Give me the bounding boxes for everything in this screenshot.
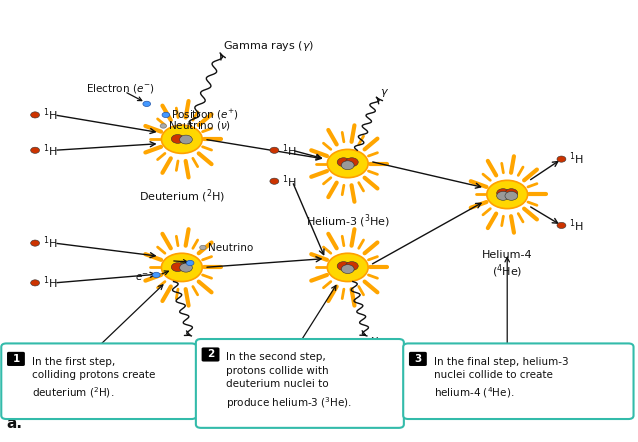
Circle shape bbox=[270, 178, 279, 184]
Text: $\gamma$: $\gamma$ bbox=[380, 87, 389, 99]
Circle shape bbox=[487, 180, 528, 209]
Circle shape bbox=[338, 158, 350, 167]
Circle shape bbox=[171, 134, 184, 143]
Text: Gamma rays ($\gamma$): Gamma rays ($\gamma$) bbox=[223, 39, 315, 53]
FancyBboxPatch shape bbox=[202, 347, 219, 362]
Text: $e^{+}$: $e^{+}$ bbox=[172, 259, 186, 273]
FancyBboxPatch shape bbox=[196, 339, 404, 428]
Text: In the first step,
colliding protons create
deuterium ($^2$H).: In the first step, colliding protons cre… bbox=[32, 357, 155, 400]
Circle shape bbox=[31, 147, 40, 153]
Text: $^1$H: $^1$H bbox=[43, 107, 57, 123]
Circle shape bbox=[341, 265, 354, 274]
Circle shape bbox=[200, 245, 206, 250]
Circle shape bbox=[341, 161, 354, 170]
Circle shape bbox=[161, 253, 202, 282]
Circle shape bbox=[338, 262, 350, 271]
Text: $^1$H: $^1$H bbox=[43, 142, 57, 159]
Circle shape bbox=[186, 260, 194, 266]
Text: $^1$H: $^1$H bbox=[282, 142, 297, 159]
Circle shape bbox=[143, 101, 151, 107]
Text: 1: 1 bbox=[12, 354, 20, 364]
Text: In the final step, helium-3
nuclei collide to create
helium-4 ($^4$He).: In the final step, helium-3 nuclei colli… bbox=[434, 357, 568, 400]
Text: Electron ($e^{-}$): Electron ($e^{-}$) bbox=[86, 82, 154, 95]
Circle shape bbox=[505, 189, 517, 198]
Circle shape bbox=[327, 253, 368, 282]
FancyBboxPatch shape bbox=[1, 343, 197, 419]
Circle shape bbox=[180, 263, 192, 272]
Circle shape bbox=[162, 112, 170, 118]
Text: Helium-4
($^4$He): Helium-4 ($^4$He) bbox=[482, 250, 533, 280]
Circle shape bbox=[327, 149, 368, 178]
Circle shape bbox=[557, 222, 566, 229]
Circle shape bbox=[161, 125, 202, 153]
Text: 3: 3 bbox=[414, 354, 422, 364]
Text: Helium-3 ($^3$He): Helium-3 ($^3$He) bbox=[306, 212, 390, 230]
Circle shape bbox=[31, 112, 40, 118]
FancyBboxPatch shape bbox=[403, 343, 634, 419]
Circle shape bbox=[557, 156, 566, 162]
FancyBboxPatch shape bbox=[409, 352, 427, 366]
Text: $^1$H: $^1$H bbox=[282, 173, 297, 190]
Circle shape bbox=[346, 158, 358, 167]
Text: Positron ($e^{+}$): Positron ($e^{+}$) bbox=[171, 108, 239, 122]
Text: a.: a. bbox=[6, 416, 22, 431]
Circle shape bbox=[31, 240, 40, 246]
Text: Deuterium ($^2$H): Deuterium ($^2$H) bbox=[138, 188, 225, 206]
Text: $^1$H: $^1$H bbox=[43, 274, 57, 291]
Text: $e^{-}$: $e^{-}$ bbox=[135, 272, 149, 283]
Circle shape bbox=[496, 189, 509, 198]
Text: Neutrino ($\nu$): Neutrino ($\nu$) bbox=[168, 119, 231, 133]
Circle shape bbox=[180, 135, 192, 144]
FancyBboxPatch shape bbox=[7, 352, 25, 366]
Circle shape bbox=[171, 263, 184, 271]
Circle shape bbox=[505, 191, 517, 200]
Text: Neutrino: Neutrino bbox=[208, 243, 253, 252]
Circle shape bbox=[270, 147, 279, 153]
Text: $^1$H: $^1$H bbox=[569, 217, 584, 234]
Circle shape bbox=[346, 262, 358, 271]
Text: $^1$H: $^1$H bbox=[569, 151, 584, 168]
Circle shape bbox=[152, 272, 160, 278]
Text: In the second step,
protons collide with
deuterium nuclei to
produce helium-3 ($: In the second step, protons collide with… bbox=[226, 352, 353, 411]
Circle shape bbox=[31, 280, 40, 286]
Circle shape bbox=[160, 124, 167, 128]
Circle shape bbox=[496, 191, 509, 200]
Text: 2: 2 bbox=[207, 350, 214, 359]
Text: $\gamma$: $\gamma$ bbox=[370, 335, 379, 347]
Text: $^1$H: $^1$H bbox=[43, 235, 57, 251]
